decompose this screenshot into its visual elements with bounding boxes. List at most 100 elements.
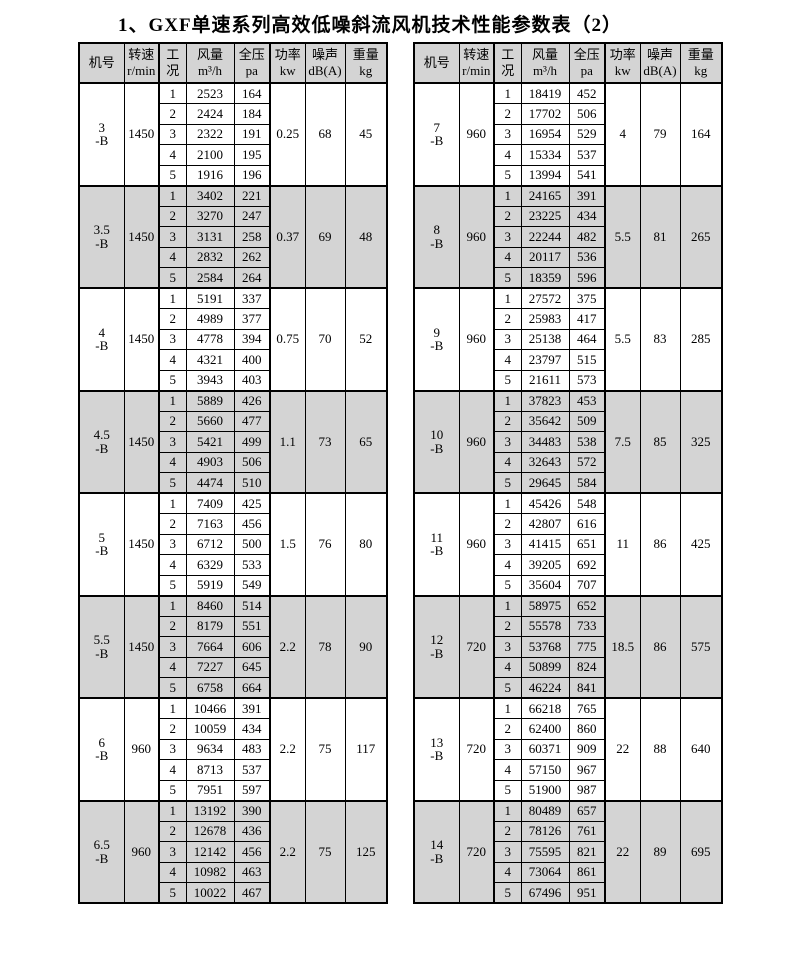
- table-row: 6 -B 960 1 10466 391 2.2 75 117: [78, 697, 388, 801]
- airflow-cell: 12678: [185, 820, 235, 842]
- airflow-cell: 21611: [520, 369, 570, 391]
- airflow-cell: 7227: [185, 656, 235, 678]
- condition-cell: 4: [158, 451, 187, 473]
- table-row: 4 39205 692: [414, 554, 722, 576]
- table-row: 4 -B 1450 1 5191 337 0.75 70 52: [78, 287, 388, 391]
- power-cell: 22: [604, 799, 641, 904]
- table-row: 9 -B 960 1 27572 375 5.5 83 285: [413, 287, 723, 391]
- model-suffix: -B: [95, 748, 109, 764]
- power-cell: 7.5: [604, 389, 641, 494]
- condition-cell: 4: [493, 759, 522, 781]
- weight-cell: 125: [344, 799, 388, 904]
- airflow-cell: 7409: [185, 492, 235, 514]
- table-row: 2 8179 551: [79, 615, 387, 637]
- model-suffix: -B: [95, 133, 109, 149]
- pressure-cell: 548: [568, 492, 606, 514]
- pressure-cell: 390: [233, 799, 271, 822]
- condition-cell: 2: [493, 718, 522, 740]
- table-row: 3 4778 394: [79, 328, 387, 350]
- speed-cell: 720: [458, 799, 495, 904]
- noise-cell: 70: [304, 287, 346, 391]
- table-row: 2 5660 477: [79, 410, 387, 432]
- pressure-cell: 951: [568, 882, 606, 904]
- condition-cell: 4: [493, 861, 522, 883]
- airflow-cell: 3402: [185, 184, 235, 207]
- condition-cell: 1: [493, 389, 522, 412]
- condition-cell: 4: [158, 144, 187, 166]
- airflow-cell: 6329: [185, 554, 235, 576]
- airflow-cell: 32643: [520, 451, 570, 473]
- pressure-cell: 664: [233, 677, 271, 699]
- pressure-cell: 453: [568, 389, 606, 412]
- table-row: 5 46224 841: [414, 677, 722, 699]
- airflow-cell: 4989: [185, 308, 235, 330]
- condition-cell: 4: [493, 554, 522, 576]
- airflow-cell: 66218: [520, 697, 570, 719]
- pressure-cell: 860: [568, 718, 606, 740]
- model-suffix: -B: [430, 133, 444, 149]
- pressure-cell: 264: [233, 267, 271, 289]
- table-row: 11 -B 960 1 45426 548 11 86 425: [413, 492, 723, 596]
- col-header-model-line: 机号: [88, 55, 115, 71]
- page-title: 1、GXF单速系列高效低噪斜流风机技术性能参数表（2）: [117, 15, 623, 36]
- model-number: 6: [98, 734, 106, 750]
- airflow-cell: 13994: [520, 164, 570, 186]
- model-number: 3: [98, 119, 106, 135]
- table-row: 4.5 -B 1450 1 5889 426 1.1 73 65: [78, 389, 388, 494]
- col-header-airflow-line: 风量: [531, 47, 558, 63]
- table-row: 5.5 -B 1450 1 8460 514 2.2 78 90: [78, 594, 388, 699]
- pressure-cell: 417: [568, 308, 606, 330]
- power-cell: 5.5: [604, 184, 641, 289]
- airflow-cell: 42807: [520, 513, 570, 535]
- table-row: 5 35604 707: [414, 574, 722, 596]
- pressure-cell: 425: [233, 492, 271, 514]
- pressure-cell: 841: [568, 677, 606, 699]
- col-header-weight-line: 重量: [352, 47, 379, 63]
- airflow-cell: 9634: [185, 738, 235, 760]
- table-row: 4 2832 262: [79, 246, 387, 268]
- condition-cell: 2: [158, 205, 187, 227]
- condition-cell: 1: [493, 82, 522, 104]
- condition-cell: 2: [493, 410, 522, 432]
- model-number: 11: [430, 529, 444, 545]
- airflow-cell: 20117: [520, 246, 570, 268]
- table-row: 3 25138 464: [414, 328, 722, 350]
- weight-cell: 285: [679, 287, 723, 391]
- condition-cell: 1: [158, 492, 187, 514]
- pressure-cell: 596: [568, 267, 606, 289]
- airflow-cell: 5421: [185, 431, 235, 453]
- weight-cell: 640: [679, 697, 723, 801]
- airflow-cell: 80489: [520, 799, 570, 822]
- table-row: 4 32643 572: [414, 451, 722, 473]
- condition-cell: 3: [493, 328, 522, 350]
- airflow-cell: 2584: [185, 267, 235, 289]
- pressure-cell: 645: [233, 656, 271, 678]
- speed-cell: 720: [458, 697, 495, 801]
- power-cell: 2.2: [269, 697, 306, 801]
- airflow-cell: 2322: [185, 123, 235, 145]
- condition-cell: 2: [493, 103, 522, 125]
- noise-cell: 78: [304, 594, 346, 699]
- fan-spec-table-right: 机号 转速 r/min 工况 风量 m³/h 全压 pa 功率 kw 噪声 dB(A) 重量 kg 7 -B 9…: [413, 42, 723, 904]
- col-header-noise-line: 噪声: [646, 47, 673, 63]
- table-row: 5 -B 1450 1 7409 425 1.5 76 80: [78, 492, 388, 596]
- power-cell: 0.75: [269, 287, 306, 391]
- col-header-airflow-line: 风量: [196, 47, 223, 63]
- weight-cell: 117: [344, 697, 388, 801]
- airflow-cell: 5191: [185, 287, 235, 309]
- condition-cell: 5: [158, 369, 187, 391]
- table-row: 5 13994 541: [414, 164, 722, 186]
- power-cell: 11: [604, 492, 641, 596]
- speed-cell: 960: [458, 287, 495, 391]
- condition-cell: 3: [158, 636, 187, 658]
- table-row: 3 7664 606: [79, 636, 387, 658]
- condition-cell: 1: [158, 287, 187, 309]
- table-row: 3 41415 651: [414, 533, 722, 555]
- airflow-cell: 3943: [185, 369, 235, 391]
- table-row: 5 6758 664: [79, 677, 387, 699]
- pressure-cell: 606: [233, 636, 271, 658]
- condition-cell: 4: [158, 246, 187, 268]
- condition-cell: 5: [493, 369, 522, 391]
- condition-cell: 5: [493, 779, 522, 801]
- pressure-cell: 536: [568, 246, 606, 268]
